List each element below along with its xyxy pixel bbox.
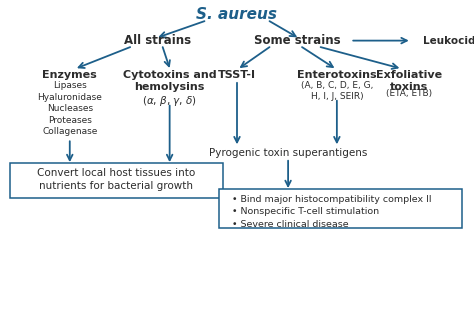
FancyBboxPatch shape bbox=[10, 163, 223, 198]
Text: ($\alpha$, $\beta$, $\gamma$, $\delta$): ($\alpha$, $\beta$, $\gamma$, $\delta$) bbox=[142, 94, 197, 108]
Text: Enzymes: Enzymes bbox=[42, 70, 97, 80]
Text: (ETA, ETB): (ETA, ETB) bbox=[386, 89, 432, 98]
Text: Convert local host tissues into
nutrients for bacterial growth: Convert local host tissues into nutrient… bbox=[37, 167, 195, 191]
Text: Cytotoxins and
hemolysins: Cytotoxins and hemolysins bbox=[123, 70, 217, 92]
Text: S. aureus: S. aureus bbox=[197, 7, 277, 22]
Text: Lipases
Hyaluronidase
Nucleases
Proteases
Collagenase: Lipases Hyaluronidase Nucleases Protease… bbox=[37, 81, 102, 136]
Text: Exfoliative
toxins: Exfoliative toxins bbox=[376, 70, 442, 92]
Text: Pyrogenic toxin superantigens: Pyrogenic toxin superantigens bbox=[209, 148, 367, 158]
Text: Some strains: Some strains bbox=[254, 34, 341, 47]
Text: TSST-I: TSST-I bbox=[218, 70, 256, 80]
Text: (A, B, C, D, E, G,
H, I, J, SEIR): (A, B, C, D, E, G, H, I, J, SEIR) bbox=[301, 81, 373, 101]
Text: All strains: All strains bbox=[125, 34, 191, 47]
Text: Leukocidin: Leukocidin bbox=[423, 36, 474, 46]
Text: • Bind major histocompatibility complex II
• Nonspecific T-cell stimulation
• Se: • Bind major histocompatibility complex … bbox=[232, 195, 432, 229]
FancyBboxPatch shape bbox=[219, 189, 462, 228]
Text: Enterotoxins: Enterotoxins bbox=[297, 70, 377, 80]
